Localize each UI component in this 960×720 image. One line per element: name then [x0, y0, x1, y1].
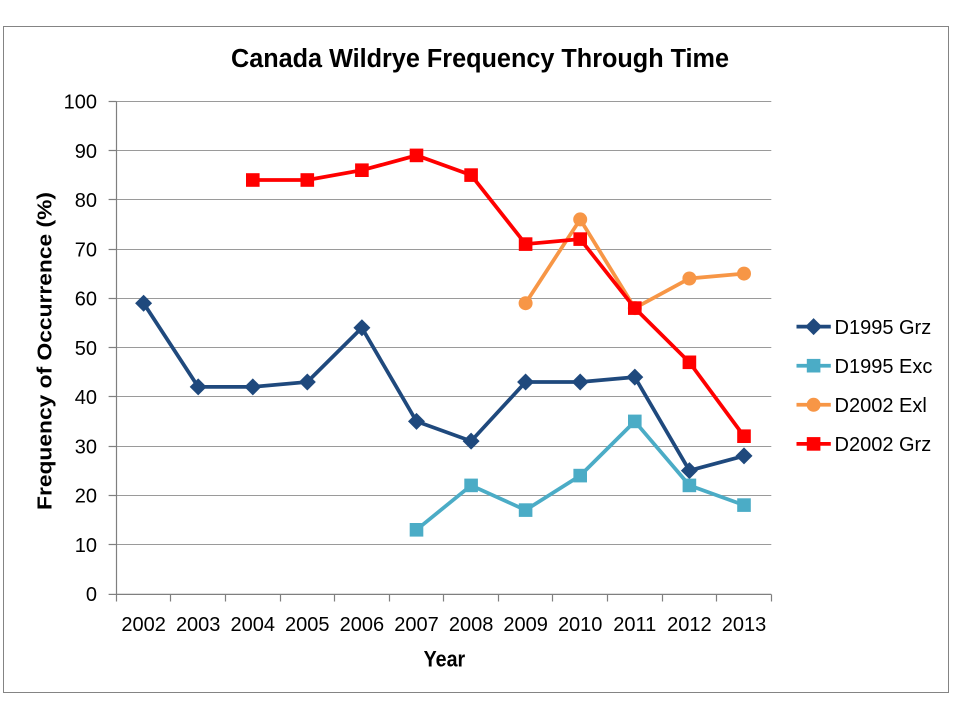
svg-text:70: 70 — [75, 239, 97, 261]
svg-text:D1995 Grz: D1995 Grz — [835, 317, 932, 339]
svg-text:2008: 2008 — [449, 614, 494, 636]
svg-text:Year: Year — [424, 646, 466, 671]
svg-text:40: 40 — [75, 387, 97, 409]
svg-text:2013: 2013 — [722, 614, 767, 636]
svg-text:20: 20 — [75, 486, 97, 508]
svg-text:D2002 Grz: D2002 Grz — [835, 434, 932, 456]
svg-text:60: 60 — [75, 289, 97, 311]
svg-text:2004: 2004 — [231, 614, 276, 636]
svg-text:2009: 2009 — [503, 614, 548, 636]
svg-text:80: 80 — [75, 190, 97, 212]
svg-text:30: 30 — [75, 436, 97, 458]
svg-text:2010: 2010 — [558, 614, 603, 636]
svg-text:50: 50 — [75, 338, 97, 360]
svg-text:90: 90 — [75, 141, 97, 163]
svg-text:Frequency of Occurrence (%): Frequency of Occurrence (%) — [33, 192, 56, 510]
svg-text:Canada Wildrye Frequency Throu: Canada Wildrye Frequency Through Time — [231, 45, 729, 73]
svg-text:0: 0 — [86, 584, 97, 606]
svg-text:10: 10 — [75, 535, 97, 557]
svg-text:2012: 2012 — [667, 614, 712, 636]
svg-text:100: 100 — [64, 92, 97, 114]
svg-text:2006: 2006 — [340, 614, 385, 636]
svg-text:D2002 Exl: D2002 Exl — [835, 395, 927, 417]
svg-text:D1995 Exc: D1995 Exc — [835, 356, 933, 378]
svg-text:2002: 2002 — [121, 614, 166, 636]
svg-text:2003: 2003 — [176, 614, 221, 636]
svg-text:2007: 2007 — [394, 614, 439, 636]
svg-text:2005: 2005 — [285, 614, 330, 636]
svg-text:2011: 2011 — [613, 614, 656, 636]
